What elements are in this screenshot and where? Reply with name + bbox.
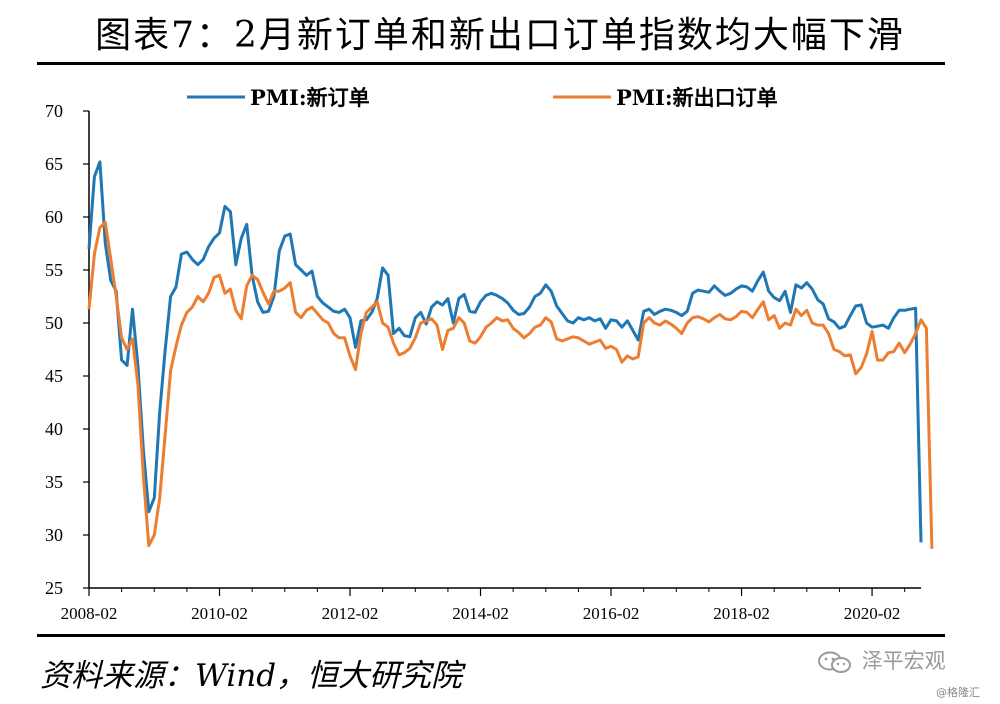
footer-divider <box>37 634 945 637</box>
x-tick-label: 2020-02 <box>844 604 901 623</box>
x-tick-label: 2008-02 <box>61 604 118 623</box>
y-tick-label: 40 <box>45 419 63 439</box>
x-tick-label: 2016-02 <box>583 604 640 623</box>
line-chart: 25 30 35 40 45 50 55 60 65 70 2008-02 2010-02 2012-0… <box>45 85 934 623</box>
wechat-icon <box>818 651 851 673</box>
y-tick-label: 65 <box>45 154 63 174</box>
y-tick-label: 60 <box>45 207 63 227</box>
page-title: 图表7：2月新订单和新出口订单指数均大幅下滑 <box>95 15 905 56</box>
credit-text: @格隆汇 <box>936 686 980 699</box>
y-tick-label: 25 <box>45 578 63 598</box>
legend-label-1: PMI:新出口订单 <box>616 85 778 110</box>
y-tick-label: 50 <box>45 313 63 333</box>
source-note: 资料来源：Wind，恒大研究院 <box>40 658 463 694</box>
series-line-1 <box>87 220 934 549</box>
watermark: 泽平宏观 <box>815 645 946 675</box>
watermark-text: 泽平宏观 <box>861 649 946 673</box>
y-tick-label: 45 <box>45 366 63 386</box>
x-tick-label: 2014-02 <box>452 604 509 623</box>
chart-axes: 25 30 35 40 45 50 55 60 65 70 2008-02 2010-02 2012-0… <box>45 101 921 623</box>
x-tick-label: 2012-02 <box>322 604 379 623</box>
y-tick-label: 70 <box>45 101 63 121</box>
chart-legend: PMI:新订单 PMI:新出口订单 <box>187 85 778 110</box>
x-tick-label: 2018-02 <box>713 604 770 623</box>
legend-label-0: PMI:新订单 <box>250 85 370 110</box>
y-tick-label: 30 <box>45 525 63 545</box>
y-tick-label: 35 <box>45 472 63 492</box>
series-line-0 <box>87 160 923 543</box>
chart-series <box>87 160 934 549</box>
x-tick-label: 2010-02 <box>191 604 248 623</box>
title-divider <box>37 62 945 65</box>
y-tick-label: 55 <box>45 260 63 280</box>
